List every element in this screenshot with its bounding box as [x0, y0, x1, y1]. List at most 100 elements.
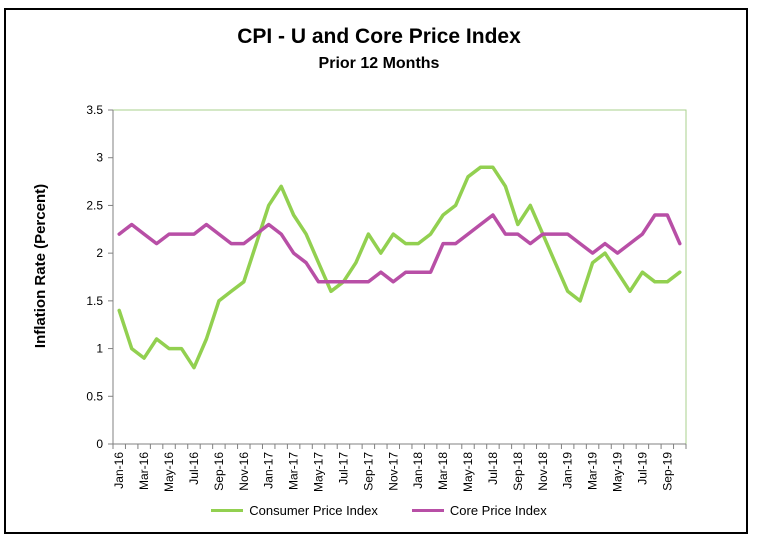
data-point — [317, 280, 320, 283]
x-tick-label: May-18 — [461, 452, 475, 492]
x-tick-label: Jan-17 — [262, 452, 276, 489]
data-point — [591, 251, 594, 255]
data-point — [379, 271, 382, 274]
data-point — [529, 242, 532, 245]
x-tick-label: Jul-19 — [635, 452, 649, 485]
data-point — [653, 213, 657, 217]
data-point — [641, 232, 644, 236]
x-axis: Jan-16 Mar-16 May-16 Jul-16 Sep-16 Nov-16 Jan-… — [112, 443, 687, 492]
data-point — [354, 280, 358, 283]
data-point — [180, 232, 183, 236]
data-point — [329, 280, 333, 283]
x-tick-label: Sep-18 — [511, 452, 525, 491]
data-point — [628, 290, 632, 293]
data-point — [504, 185, 507, 188]
data-point — [130, 223, 133, 226]
data-point — [392, 232, 395, 236]
data-point — [118, 309, 121, 312]
data-point — [541, 232, 544, 236]
data-point — [167, 347, 171, 350]
data-point — [304, 232, 308, 236]
data-point — [255, 232, 258, 236]
data-point — [666, 213, 669, 217]
data-point — [666, 280, 669, 283]
data-point — [217, 299, 221, 303]
x-tick-label: Sep-17 — [361, 452, 375, 491]
x-tick-label: May-19 — [610, 452, 624, 492]
data-point — [417, 271, 420, 274]
data-point — [118, 232, 121, 236]
data-point — [230, 242, 233, 245]
data-point — [280, 185, 283, 188]
legend-item-cpi: Consumer Price Index — [211, 503, 378, 518]
y-tick-label: 1.5 — [86, 294, 103, 308]
y-tick-label: 0 — [96, 437, 103, 451]
data-point — [628, 242, 632, 245]
data-point — [678, 242, 681, 245]
data-point — [205, 337, 208, 341]
x-tick-label: Jul-16 — [187, 452, 201, 485]
data-point — [142, 356, 146, 360]
data-point — [404, 271, 407, 274]
data-point — [529, 204, 532, 207]
series-line-core-price-index — [117, 213, 682, 284]
data-point — [280, 232, 283, 236]
data-point — [466, 232, 470, 236]
data-point — [230, 290, 233, 293]
data-point — [454, 242, 457, 245]
data-point — [354, 261, 358, 264]
x-tick-label: Jul-17 — [336, 452, 350, 485]
data-point — [242, 242, 245, 245]
data-point — [292, 213, 295, 217]
legend-item-core: Core Price Index — [411, 503, 547, 518]
data-point — [516, 232, 519, 236]
data-point — [554, 232, 557, 236]
x-tick-label: May-17 — [312, 452, 326, 492]
data-point — [491, 166, 495, 169]
data-point — [317, 261, 320, 264]
x-tick-label: May-16 — [162, 452, 176, 492]
data-point — [242, 280, 245, 283]
chart-title: CPI - U and Core Price Index — [237, 25, 521, 48]
data-point — [616, 251, 619, 255]
data-point — [479, 166, 482, 169]
data-point — [454, 204, 457, 207]
data-point — [130, 347, 133, 350]
data-point — [479, 223, 482, 226]
data-point — [367, 232, 370, 236]
x-tick-label: Nov-17 — [386, 452, 400, 491]
data-point — [217, 232, 221, 236]
data-point — [304, 261, 308, 264]
data-point — [616, 271, 619, 274]
x-tick-label: Sep-19 — [660, 452, 674, 491]
data-point — [267, 223, 270, 226]
data-point — [554, 261, 557, 264]
data-point — [678, 271, 681, 274]
data-point — [292, 251, 295, 255]
data-point — [367, 280, 370, 283]
y-tick-label: 3.5 — [86, 103, 103, 117]
data-point — [516, 223, 519, 226]
data-point — [267, 204, 270, 207]
data-point — [404, 242, 407, 245]
series-layer — [117, 165, 682, 370]
data-point — [180, 347, 183, 350]
y-tick-label: 0.5 — [86, 389, 103, 403]
x-tick-label: Jul-18 — [486, 452, 500, 485]
data-point — [417, 242, 420, 245]
data-point — [441, 213, 445, 217]
x-tick-label: Jan-18 — [411, 452, 425, 489]
data-point — [603, 242, 607, 245]
data-point — [653, 280, 657, 283]
data-point — [466, 175, 470, 178]
x-tick-label: Nov-18 — [536, 452, 550, 491]
data-point — [192, 366, 196, 369]
data-point — [167, 232, 171, 236]
x-tick-label: Mar-16 — [137, 452, 151, 490]
data-point — [491, 213, 495, 217]
x-tick-label: Nov-16 — [237, 452, 251, 491]
y-axis-label: Inflation Rate (Percent) — [32, 184, 49, 348]
data-point — [578, 299, 582, 303]
data-point — [504, 232, 507, 236]
legend-swatch-core — [411, 509, 444, 512]
